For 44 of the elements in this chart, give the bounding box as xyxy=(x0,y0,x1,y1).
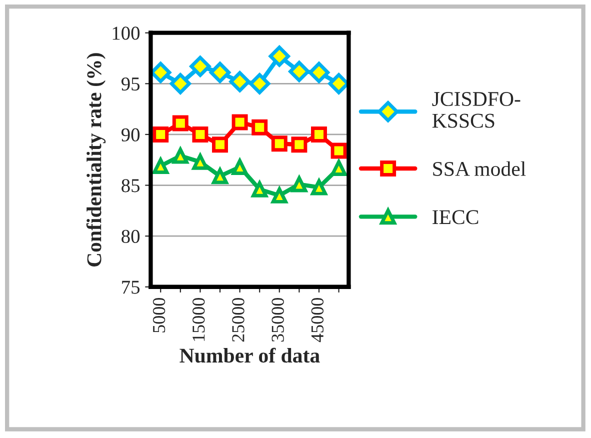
point xyxy=(212,168,228,184)
point xyxy=(308,62,330,84)
legend-label: SSA model xyxy=(433,161,526,176)
point xyxy=(271,187,288,204)
y-tick-label: 75 xyxy=(122,280,140,294)
point xyxy=(190,56,211,77)
point xyxy=(170,73,191,94)
y-tick-label: 95 xyxy=(121,78,140,91)
point xyxy=(209,62,231,84)
point xyxy=(291,136,308,153)
point xyxy=(330,142,347,159)
point xyxy=(252,119,268,136)
point xyxy=(252,181,268,198)
legend-label: IECC xyxy=(432,210,478,224)
y-axis-title: Confidentiality rate (%) xyxy=(86,53,106,266)
point xyxy=(232,114,248,130)
point xyxy=(328,73,349,94)
point xyxy=(152,126,169,142)
point xyxy=(288,60,310,82)
point xyxy=(192,126,208,142)
point xyxy=(268,46,290,67)
point xyxy=(271,136,288,152)
y-tick-label: 80 xyxy=(122,230,140,244)
x-tick-label: 15000 xyxy=(192,298,205,341)
x-axis-title: Number of data xyxy=(180,348,320,363)
y-tick-label: 90 xyxy=(121,128,140,142)
point xyxy=(192,154,208,170)
legend-label: JCISDFO- KSSCS xyxy=(432,92,520,128)
point xyxy=(311,179,327,196)
point xyxy=(311,126,327,142)
point xyxy=(249,73,270,94)
point xyxy=(172,115,188,132)
point xyxy=(152,158,169,174)
x-tick-label: 5000 xyxy=(152,298,166,332)
x-tick-label: 25000 xyxy=(232,298,244,342)
point xyxy=(150,62,172,84)
x-tick-label: 45000 xyxy=(311,298,324,342)
point xyxy=(291,176,308,192)
point xyxy=(212,136,228,153)
x-tick-label: 35000 xyxy=(272,298,284,342)
point xyxy=(229,71,250,92)
y-tick-label: 100 xyxy=(112,26,140,40)
y-tick-label: 85 xyxy=(122,179,140,192)
point xyxy=(172,148,188,164)
